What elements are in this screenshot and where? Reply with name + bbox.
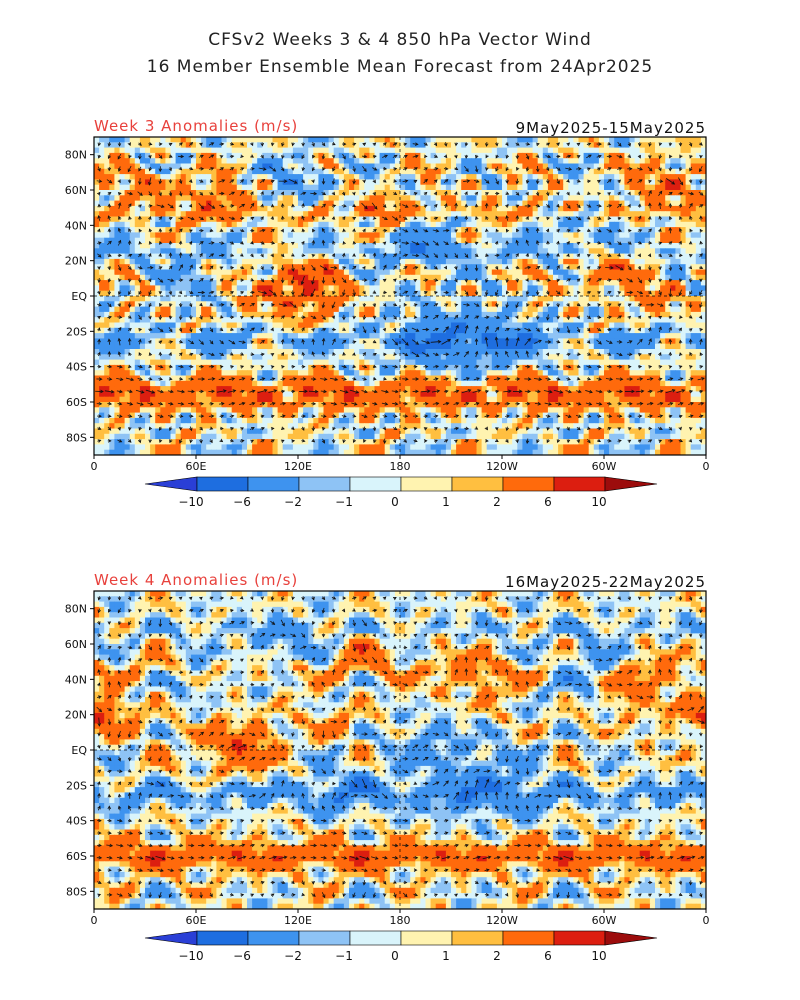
colorbar-swatch <box>298 930 351 946</box>
x-tick-label: 120W <box>486 460 518 473</box>
colorbar-low-tip <box>144 476 198 492</box>
y-tick-label: 60N <box>65 184 87 197</box>
x-tick-label: 120E <box>284 914 312 927</box>
colorbar-swatch <box>553 930 606 946</box>
chart-title-line-2: 16 Member Ensemble Mean Forecast from 24… <box>0 57 800 77</box>
colorbar: −10 −6 −2 −1 0 1 2 6 10 <box>144 930 658 963</box>
colorbar-swatch <box>196 476 249 492</box>
colorbar-swatch <box>553 476 606 492</box>
y-tick-label: EQ <box>71 290 87 303</box>
y-tick-label: 40N <box>65 673 87 686</box>
y-tick-label: 60N <box>65 638 87 651</box>
colorbar-low-tip <box>144 930 198 946</box>
y-tick-label: 40S <box>66 361 87 374</box>
x-tick-label: 0 <box>703 914 710 927</box>
x-tick-label: 60W <box>592 914 617 927</box>
colorbar-label: 0 <box>391 495 399 509</box>
colorbar-label: 6 <box>544 495 552 509</box>
colorbar: −10 −6 −2 −1 0 1 2 6 10 <box>144 476 658 509</box>
colorbar-label: −1 <box>335 949 353 963</box>
colorbar-swatch <box>400 930 453 946</box>
colorbar-high-tip <box>604 930 658 946</box>
colorbar-swatch <box>451 476 504 492</box>
anomaly-field <box>94 591 706 909</box>
y-tick-label: 20S <box>66 325 87 338</box>
colorbar-label: 1 <box>442 949 450 963</box>
colorbar-label: 1 <box>442 495 450 509</box>
chart-title-line-1: CFSv2 Weeks 3 & 4 850 hPa Vector Wind <box>0 30 800 50</box>
colorbar-swatch <box>298 476 351 492</box>
colorbar-label: −1 <box>335 495 353 509</box>
x-tick-label: 60E <box>186 914 207 927</box>
wind-vectors <box>95 141 705 444</box>
colorbar-label: 10 <box>591 949 606 963</box>
colorbar-label: −2 <box>284 949 302 963</box>
colorbar-label: 0 <box>391 949 399 963</box>
y-tick-label: 60S <box>66 396 87 409</box>
colorbar-swatch <box>247 476 300 492</box>
colorbar-swatch <box>451 930 504 946</box>
colorbar-label: −6 <box>233 495 251 509</box>
y-tick-label: EQ <box>71 744 87 757</box>
y-tick-label: 80S <box>66 885 87 898</box>
y-tick-label: 20S <box>66 779 87 792</box>
y-tick-label: 80N <box>65 149 87 162</box>
y-tick-label: 80S <box>66 431 87 444</box>
x-tick-label: 60E <box>186 460 207 473</box>
colorbar-swatch <box>502 476 555 492</box>
colorbar-swatch <box>196 930 249 946</box>
x-tick-label: 120W <box>486 914 518 927</box>
colorbar-swatch <box>247 930 300 946</box>
colorbar-swatch <box>400 476 453 492</box>
colorbar-label: 6 <box>544 949 552 963</box>
x-tick-label: 180 <box>390 914 411 927</box>
y-tick-label: 20N <box>65 255 87 268</box>
y-tick-label: 80N <box>65 603 87 616</box>
week4-panel-title: Week 4 Anomalies (m/s) <box>94 571 298 589</box>
week3-date-range: 9May2025-15May2025 <box>516 119 706 137</box>
x-tick-label: 60W <box>592 460 617 473</box>
colorbar-high-tip <box>604 476 658 492</box>
colorbar-label: −6 <box>233 949 251 963</box>
colorbar-label: 2 <box>493 495 501 509</box>
colorbar-label: 10 <box>591 495 606 509</box>
week4-date-range: 16May2025-22May2025 <box>505 573 706 591</box>
colorbar-swatch <box>502 930 555 946</box>
y-tick-label: 20N <box>65 709 87 722</box>
wind-vectors <box>96 595 706 899</box>
x-tick-label: 180 <box>390 460 411 473</box>
colorbar-label: −10 <box>178 495 203 509</box>
y-tick-label: 40S <box>66 815 87 828</box>
y-tick-label: 40N <box>65 219 87 232</box>
week3-panel-title: Week 3 Anomalies (m/s) <box>94 117 298 135</box>
colorbar-label: 2 <box>493 949 501 963</box>
x-tick-label: 0 <box>91 460 98 473</box>
y-tick-label: 60S <box>66 850 87 863</box>
colorbar-label: −10 <box>178 949 203 963</box>
colorbar-label: −2 <box>284 495 302 509</box>
x-tick-label: 0 <box>91 914 98 927</box>
x-tick-label: 0 <box>703 460 710 473</box>
anomaly-field <box>94 137 706 455</box>
x-tick-label: 120E <box>284 460 312 473</box>
colorbar-swatch <box>349 476 402 492</box>
colorbar-swatch <box>349 930 402 946</box>
